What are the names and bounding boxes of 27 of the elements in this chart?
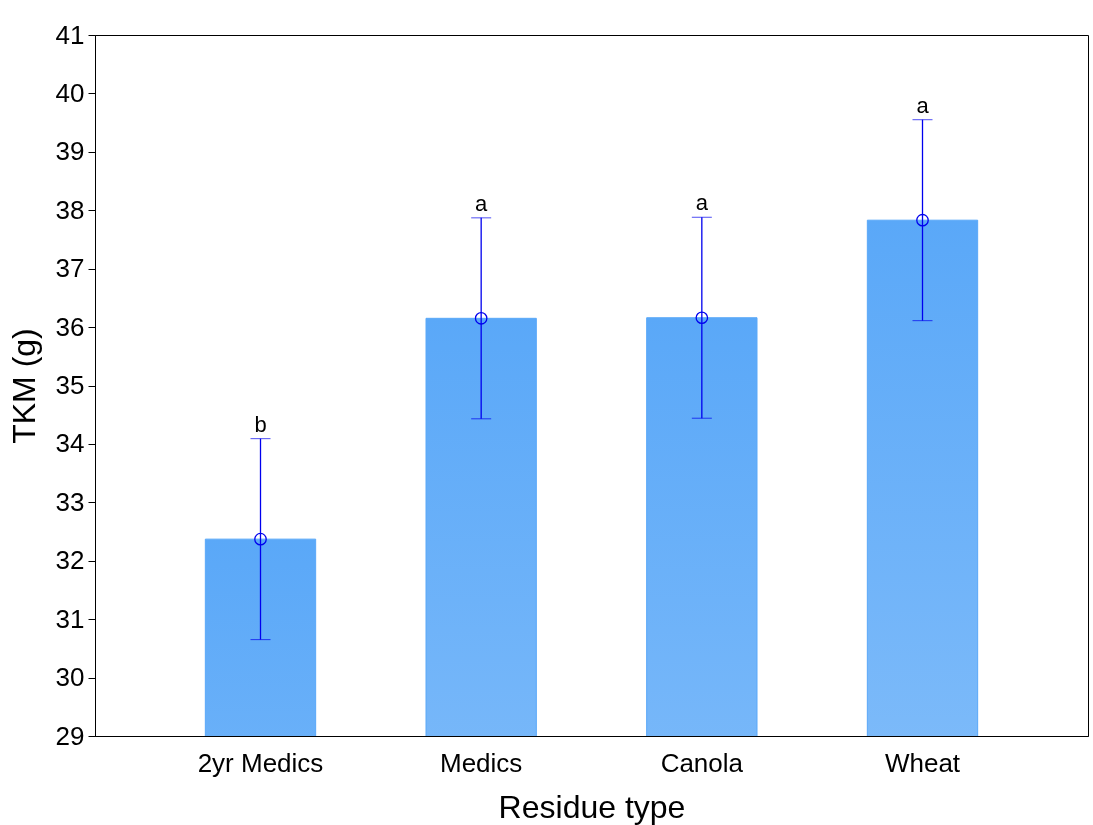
x-tick-label: Medics <box>439 747 523 778</box>
point <box>474 311 488 325</box>
annotation: a <box>475 190 489 216</box>
y-axis-title: TKM (g) <box>5 328 42 444</box>
y-tick-label: 34 <box>55 428 85 459</box>
y-tick-label: 40 <box>55 77 85 108</box>
x-tick-label: Wheat <box>884 747 961 778</box>
y-tick-label: 36 <box>55 311 85 342</box>
y-tick-label: 38 <box>55 194 85 225</box>
y-tick-label: 32 <box>55 545 85 576</box>
point <box>254 532 267 546</box>
y-tick-label: 30 <box>55 662 85 693</box>
point <box>916 213 929 227</box>
x-tick-label: 2yr Medics <box>197 747 324 778</box>
y-tick-label: 29 <box>55 720 85 751</box>
annotation: a <box>695 190 709 216</box>
y-tick-label: 33 <box>55 486 85 517</box>
y-tick-label: 41 <box>55 19 85 50</box>
point <box>695 311 709 325</box>
y-tick-label: 39 <box>55 136 85 167</box>
annotation: a <box>916 92 930 118</box>
y-tick-label: 37 <box>55 253 85 284</box>
annotation: b <box>254 411 267 437</box>
x-axis-title: Residue type <box>498 788 686 825</box>
y-tick-label: 31 <box>55 603 85 634</box>
x-tick-label: Canola <box>660 747 744 778</box>
y-tick-label: 35 <box>55 370 85 400</box>
